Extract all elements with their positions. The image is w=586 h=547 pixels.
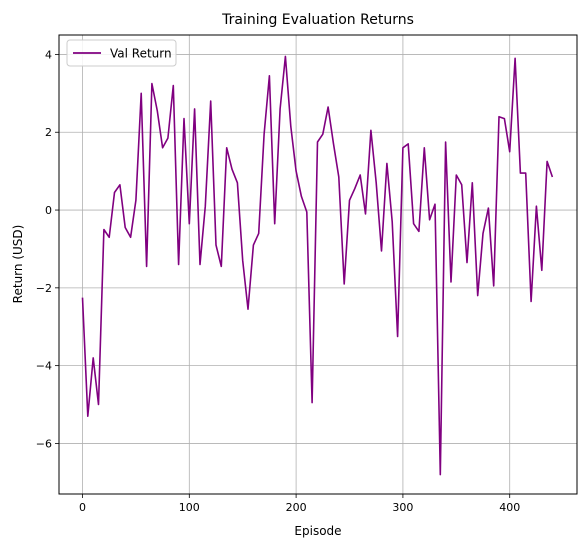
x-tick-label: 300 (392, 501, 413, 514)
x-axis-label: Episode (294, 524, 341, 538)
y-tick-label: 0 (45, 204, 52, 217)
y-tick-label: −4 (36, 360, 52, 373)
y-tick-label: −6 (36, 437, 52, 450)
series-line-val-return (81, 55, 554, 476)
series-layer (81, 55, 554, 476)
y-tick-label: 2 (45, 126, 52, 139)
x-tick-label: 200 (286, 501, 307, 514)
x-tick-label: 0 (79, 501, 86, 514)
legend-box (66, 39, 177, 67)
legend-label-val-return: Val Return (110, 47, 172, 61)
y-tick-label: 4 (45, 48, 52, 61)
y-axis-ticks: −6 −4 −2 0 2 4 (36, 48, 59, 450)
chart-title: Training Evaluation Returns (221, 12, 414, 28)
plot-frame (58, 34, 578, 495)
x-tick-label: 100 (179, 501, 200, 514)
y-tick-label: −2 (36, 282, 52, 295)
x-axis-ticks: 0 100 200 300 400 (79, 494, 520, 514)
x-tick-label: 400 (499, 501, 520, 514)
y-axis-label: Return (USD) (11, 225, 25, 304)
legend: Val Return (66, 39, 177, 67)
grid-lines (59, 35, 577, 494)
